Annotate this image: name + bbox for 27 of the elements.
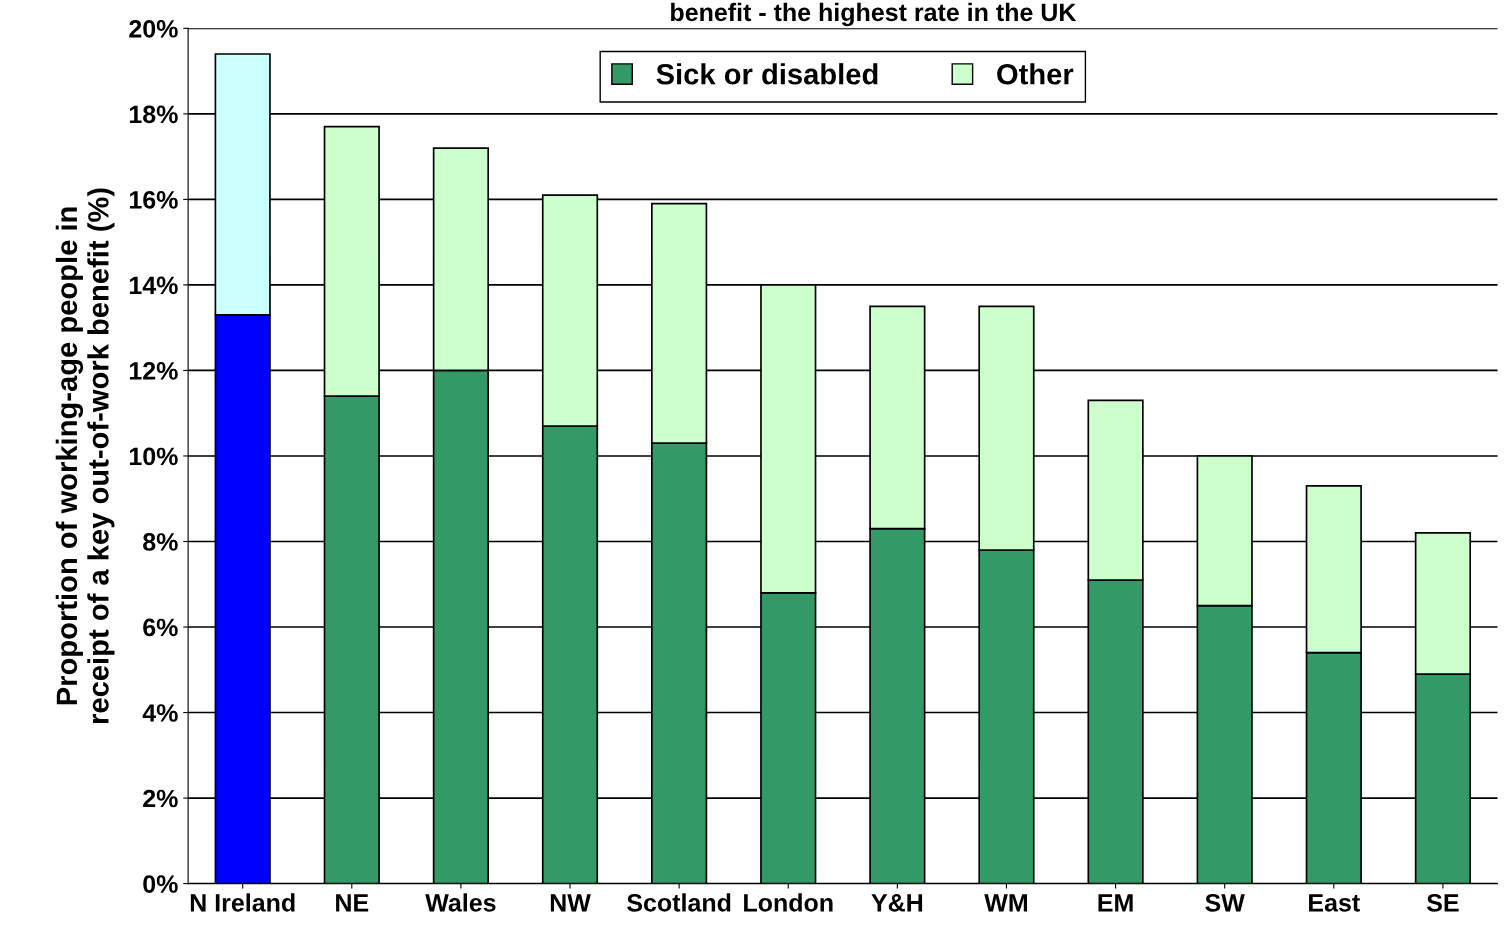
x-tick-label: NW (550, 894, 591, 912)
y-axis-title: Proportion of working-age people in receipt of a key out-of-work benefit (%) (55, 188, 115, 724)
y-tick-label: 6% (143, 618, 178, 637)
x-tick-label: East (1309, 894, 1360, 912)
x-tick-label: SE (1426, 893, 1459, 912)
x-tick-label: N Ireland (190, 893, 295, 912)
y-tick-label: 20% (129, 19, 178, 38)
x-tick-label: Y&H (871, 894, 923, 912)
x-tick-label: WM (984, 894, 1028, 912)
x-tick-label: SW (1205, 893, 1245, 912)
y-tick-label: 12% (129, 362, 178, 380)
x-tick-label: EM (1098, 894, 1133, 912)
chart-title: benefit - the highest rate in the UK (671, 2, 1077, 27)
legend-label: Other (997, 63, 1074, 85)
y-tick-label: 18% (129, 105, 178, 124)
x-tick-label: Wales (425, 893, 496, 912)
x-tick-label: London (744, 893, 833, 912)
x-tick-label: NE (336, 894, 369, 912)
y-tick-label: 0% (143, 875, 178, 893)
x-tick-label: Scotland (627, 893, 731, 912)
y-tick-label: 8% (143, 533, 178, 551)
y-tick-label: 14% (129, 276, 178, 295)
legend-label: Sick or disabled (656, 63, 878, 85)
y-tick-label: 4% (142, 704, 178, 722)
y-tick-label: 2% (143, 789, 178, 808)
y-tick-label: 16% (129, 191, 178, 209)
y-tick-label: 10% (129, 447, 178, 466)
